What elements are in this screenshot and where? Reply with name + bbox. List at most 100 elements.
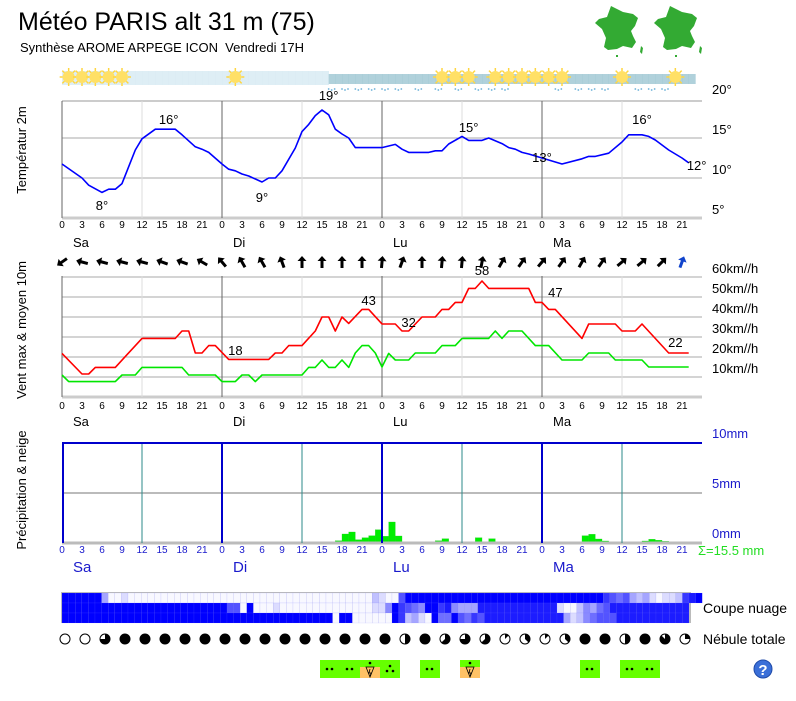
sun-ray (552, 80, 556, 84)
hour-tick-label: 0 (219, 401, 225, 412)
rain-drop-icon (327, 88, 330, 90)
cloud-cell (378, 612, 386, 624)
cloud-cell (391, 592, 399, 604)
rain-drop-icon (367, 88, 370, 90)
hour-tick-label: 12 (456, 545, 468, 556)
rain-drop-icon (554, 88, 557, 90)
cloud-cell (108, 602, 115, 614)
hour-tick-label: 3 (239, 545, 245, 556)
cloud-cell (101, 612, 109, 624)
nebulosity-icon (679, 633, 691, 645)
cloud-cell (226, 592, 234, 604)
sun-disc (449, 71, 462, 83)
sun-ray (541, 70, 545, 74)
cloud-cell (213, 612, 221, 624)
france-map-icon[interactable] (595, 6, 643, 57)
cloud-band-icon (382, 74, 389, 84)
cloud-cell (530, 612, 538, 624)
cloud-cell (517, 592, 525, 604)
sun-disc (542, 71, 555, 83)
cloud-band-icon (662, 74, 669, 84)
cloud-cell (101, 592, 109, 604)
rain-drop-icon (653, 88, 656, 90)
help-button[interactable]: ? (753, 659, 773, 679)
cloud-cell (675, 612, 683, 624)
nebulosity-icon (199, 633, 211, 645)
rain-symbol-icon[interactable] (580, 660, 600, 678)
sun-ray (499, 70, 503, 74)
wind-y-tick-label: 10km//h (712, 361, 758, 376)
hour-tick-label: 3 (399, 220, 405, 231)
cloud-cell (603, 602, 610, 614)
hour-tick-label: 0 (539, 220, 545, 231)
cloud-cell (319, 592, 327, 604)
wind-direction-arrow-icon (636, 257, 647, 268)
page-title: Météo PARIS alt 31 m (75) (18, 8, 315, 36)
rain-drop-icon (504, 89, 506, 91)
day-label: Lu (393, 414, 407, 429)
cloud-cell (682, 612, 690, 624)
cloud-cell (358, 602, 366, 614)
hour-tick-label: 21 (676, 545, 688, 556)
wind-direction-arrow-icon (517, 257, 527, 268)
cloud-cell (273, 612, 280, 624)
cloud-cell (669, 602, 676, 614)
sun-ray (539, 80, 543, 84)
wind-direction-arrow-icon (656, 257, 667, 268)
showers-symbol-icon[interactable] (380, 660, 400, 678)
cloud-cell (424, 602, 432, 614)
cloud-cell (127, 592, 135, 604)
rain-symbol-icon[interactable] (420, 660, 440, 678)
hour-tick-label: 9 (279, 401, 285, 412)
thunderstorm-symbol-icon[interactable] (460, 660, 480, 679)
cloud-cell (543, 592, 551, 604)
sun-ray (459, 70, 463, 74)
nebulosity-fill (600, 634, 610, 644)
thunderstorm-symbol-icon[interactable] (360, 660, 380, 679)
cloud-cell (240, 612, 247, 624)
day-label: Lu (393, 235, 407, 250)
temp-extreme-label: 12° (687, 158, 707, 173)
wind-gust-label: 43 (361, 293, 375, 308)
nebulosity-fill (580, 634, 590, 644)
wind-direction-arrow-icon (76, 257, 89, 267)
arrow-shape (457, 256, 467, 269)
hour-tick-label: 15 (316, 545, 328, 556)
cloud-cell (180, 612, 188, 624)
shower-dot (388, 664, 392, 668)
sun-ray (115, 70, 119, 74)
cloud-cell (240, 602, 247, 614)
hour-tick-label: 0 (539, 545, 545, 556)
cloud-cell (497, 592, 505, 604)
nebulosity-icon (519, 633, 531, 645)
cloud-band-icon (148, 71, 156, 85)
sun-ray (472, 70, 476, 74)
rain-symbol-icon[interactable] (320, 660, 340, 678)
rain-drop-icon (360, 88, 363, 90)
rain-drop-icon (650, 89, 653, 91)
arrow-shape (237, 256, 247, 268)
cloud-cell (200, 592, 208, 604)
temperature-line (61, 109, 690, 194)
cloud-cell (127, 612, 135, 624)
rain-dot (345, 667, 349, 671)
cloud-cell (299, 612, 307, 624)
rain-symbol-icon[interactable] (620, 660, 640, 678)
sun-icon (113, 68, 131, 86)
sun-disc (89, 71, 102, 83)
wind-direction-arrow-icon (317, 256, 327, 268)
cloud-cell (141, 592, 148, 604)
hour-tick-label: 21 (356, 401, 368, 412)
sun-icon (226, 68, 245, 86)
rain-symbol-icon[interactable] (340, 660, 360, 678)
cloud-cell (207, 602, 214, 614)
cloud-cell (207, 612, 214, 624)
cloud-cell (464, 602, 472, 614)
cloud-cell (94, 602, 102, 614)
cloud-cell (246, 602, 254, 614)
rain-symbol-icon[interactable] (640, 660, 660, 678)
hour-tick-label: 9 (599, 545, 605, 556)
france-map-icon[interactable] (654, 6, 702, 57)
nebulosity-fill (685, 634, 690, 639)
sun-ray (435, 70, 439, 74)
